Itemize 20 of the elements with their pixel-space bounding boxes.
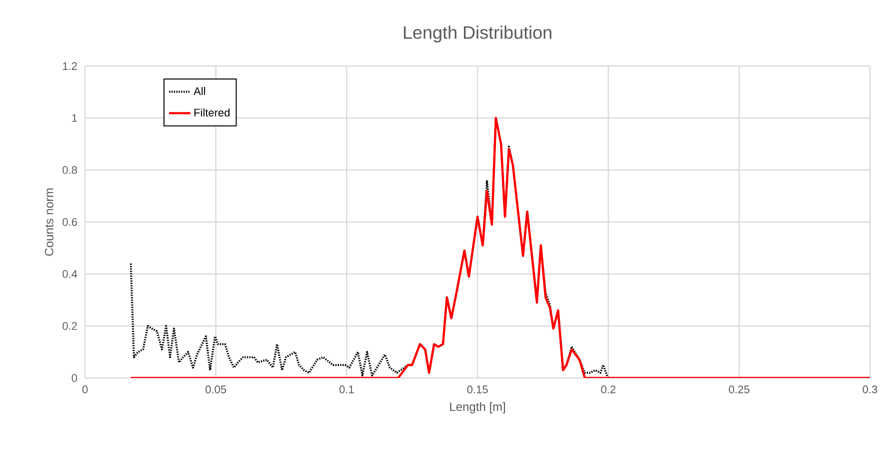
y-tick-label: 0.4 bbox=[62, 270, 78, 278]
legend-label: All bbox=[194, 86, 206, 95]
legend-label: Filtered bbox=[194, 108, 230, 117]
x-tick-label: 0 bbox=[82, 386, 88, 394]
x-tick-label: 0.25 bbox=[728, 386, 750, 394]
x-tick-label: 0.1 bbox=[339, 386, 354, 394]
chart-title: Length Distribution bbox=[404, 26, 552, 42]
y-axis-title: Counts norm bbox=[44, 188, 54, 256]
line-series bbox=[130, 116, 870, 378]
x-tick-label: 0.2 bbox=[601, 386, 616, 394]
x-tick-label: 0.05 bbox=[206, 386, 226, 394]
y-tick-label: 1.2 bbox=[63, 62, 77, 70]
y-tick-label: 1 bbox=[72, 114, 77, 122]
x-tick-label: 0.3 bbox=[862, 386, 878, 394]
x-tick-label: 0.15 bbox=[467, 386, 488, 394]
y-tick-label: 0 bbox=[72, 374, 78, 382]
y-tick-label: 0.8 bbox=[62, 166, 77, 174]
y-tick-label: 0.6 bbox=[62, 218, 77, 226]
y-tick-label: 0.2 bbox=[62, 322, 77, 330]
x-axis-title: Length [m] bbox=[450, 402, 505, 414]
